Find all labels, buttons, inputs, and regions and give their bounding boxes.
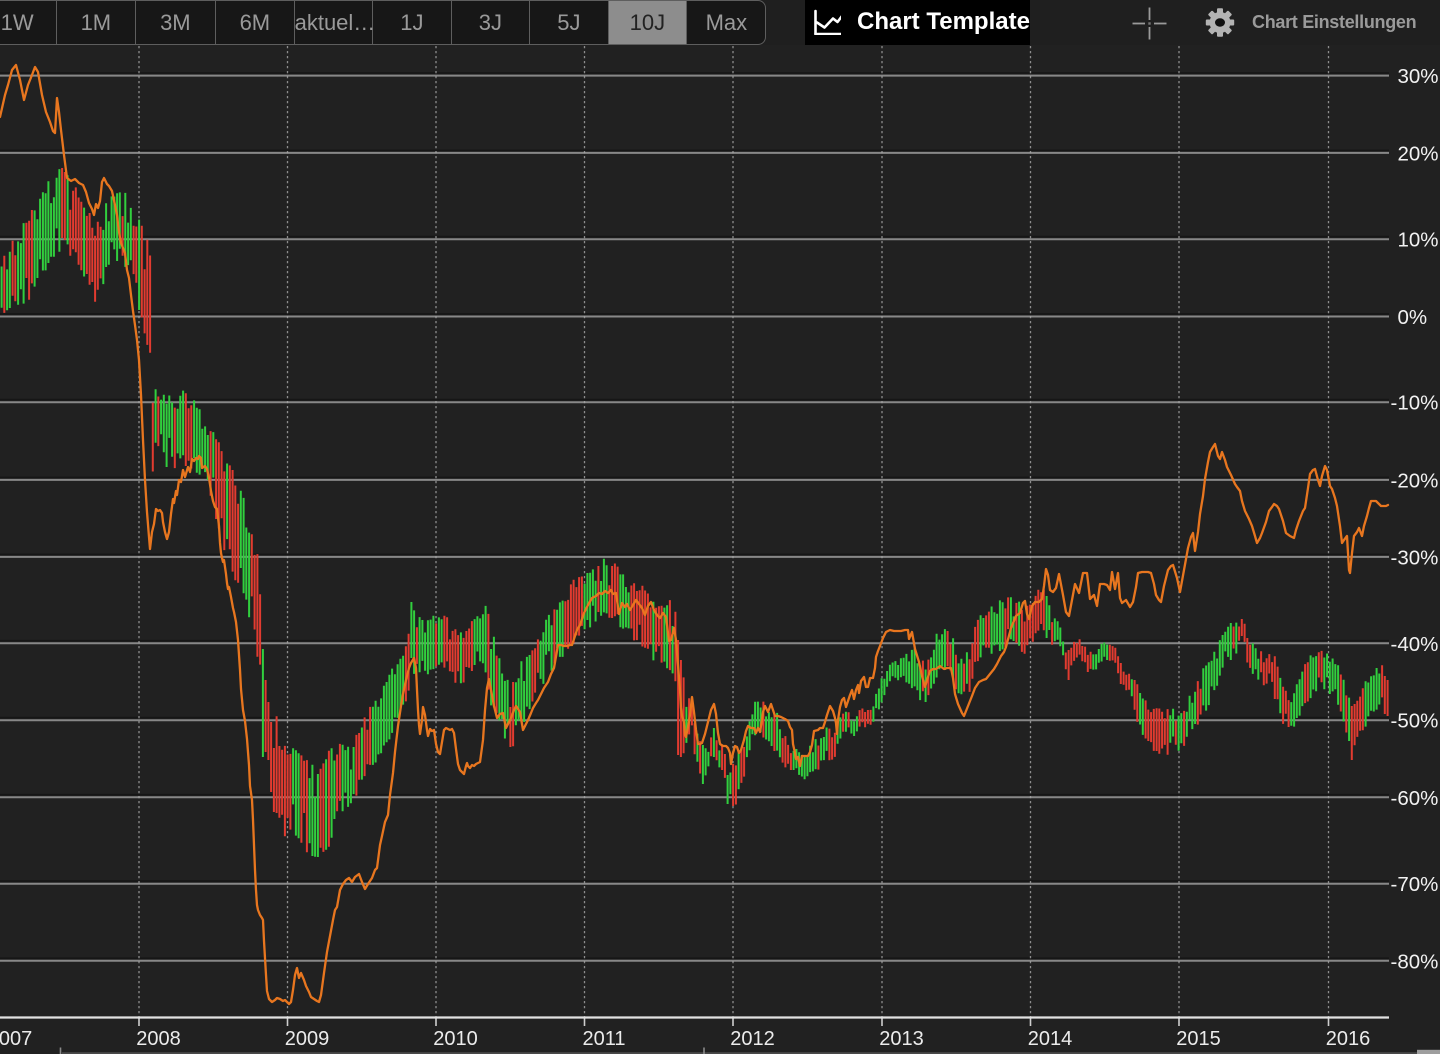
- svg-text:-70%: -70%: [1391, 873, 1439, 896]
- svg-text:-80%: -80%: [1391, 950, 1439, 973]
- svg-text:2014: 2014: [1028, 1028, 1073, 1050]
- svg-text:0%: 0%: [1398, 306, 1428, 329]
- svg-text:2011: 2011: [582, 1028, 625, 1050]
- svg-text:10%: 10%: [1398, 229, 1439, 252]
- svg-text:-50%: -50%: [1391, 710, 1439, 733]
- svg-text:2008: 2008: [136, 1028, 181, 1050]
- svg-text:-60%: -60%: [1391, 787, 1439, 810]
- svg-text:2010: 2010: [433, 1028, 478, 1050]
- svg-text:2015: 2015: [1176, 1028, 1221, 1050]
- svg-text:2012: 2012: [730, 1028, 775, 1050]
- svg-text:-40%: -40%: [1391, 633, 1439, 656]
- svg-text:2013: 2013: [879, 1028, 924, 1050]
- svg-text:-30%: -30%: [1391, 546, 1439, 569]
- svg-text:30%: 30%: [1398, 65, 1439, 88]
- svg-text:2009: 2009: [285, 1028, 330, 1050]
- svg-text:-20%: -20%: [1391, 469, 1439, 492]
- svg-text:2007: 2007: [0, 1028, 32, 1050]
- svg-text:20%: 20%: [1398, 142, 1439, 165]
- svg-text:2016: 2016: [1326, 1028, 1371, 1050]
- svg-text:-10%: -10%: [1391, 392, 1439, 415]
